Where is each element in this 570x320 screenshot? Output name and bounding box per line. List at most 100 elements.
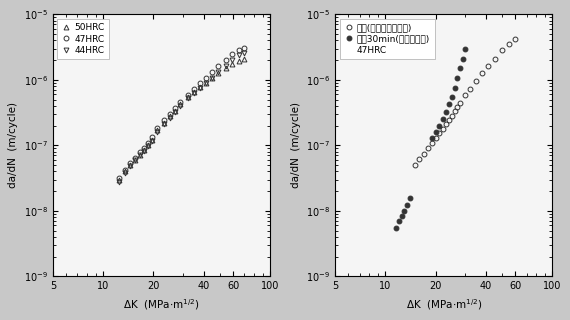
Line: 47HRC: 47HRC: [117, 45, 247, 180]
44HRC: [202, 82, 209, 85]
44HRC: [222, 64, 229, 68]
44HRC: [197, 86, 203, 90]
44HRC: [184, 97, 191, 100]
47HRC: [160, 118, 167, 122]
油冷(マルテンサイト): [425, 147, 431, 150]
50HRC: [140, 148, 147, 152]
44HRC: [116, 180, 123, 183]
半冷30min(ベイナイト): [451, 86, 458, 90]
50HRC: [166, 114, 173, 118]
47HRC: [202, 76, 209, 80]
44HRC: [153, 130, 160, 134]
油冷(マルテンサイト): [491, 57, 498, 60]
Legend: 油冷(マルテンサイト), 半冷30min(ベイナイト), 47HRC: 油冷(マルテンサイト), 半冷30min(ベイナイト), 47HRC: [340, 19, 434, 59]
47HRC: [144, 141, 151, 145]
X-axis label: $\Delta$K  (MPa$\cdot$m$^{1/2}$): $\Delta$K (MPa$\cdot$m$^{1/2}$): [406, 297, 482, 312]
50HRC: [222, 66, 229, 70]
44HRC: [160, 122, 167, 126]
油冷(マルテンサイト): [506, 42, 512, 46]
Y-axis label: da/dN  (m/cycle): da/dN (m/cycle): [291, 102, 300, 188]
47HRC: [132, 156, 139, 160]
44HRC: [166, 116, 173, 119]
47HRC: [140, 146, 147, 150]
44HRC: [229, 58, 235, 62]
44HRC: [132, 158, 139, 162]
油冷(マルテンサイト): [436, 132, 443, 135]
半冷30min(ベイナイト): [454, 76, 461, 80]
Line: 44HRC: 44HRC: [117, 50, 247, 184]
47HRC: [172, 106, 178, 110]
50HRC: [177, 103, 184, 107]
50HRC: [121, 170, 128, 173]
50HRC: [136, 153, 143, 156]
油冷(マルテンサイト): [429, 141, 435, 145]
44HRC: [121, 171, 128, 175]
47HRC: [197, 82, 203, 85]
半冷30min(ベイナイト): [398, 214, 405, 218]
油冷(マルテンサイト): [466, 87, 473, 91]
47HRC: [190, 87, 197, 91]
半冷30min(ベイナイト): [406, 196, 413, 199]
半冷30min(ベイナイト): [436, 124, 443, 128]
半冷30min(ベイナイト): [446, 103, 453, 107]
44HRC: [136, 154, 143, 157]
50HRC: [172, 108, 178, 112]
44HRC: [235, 53, 242, 57]
50HRC: [209, 76, 215, 80]
47HRC: [241, 46, 248, 50]
油冷(マルテンサイト): [416, 157, 423, 161]
50HRC: [241, 57, 248, 60]
50HRC: [184, 95, 191, 99]
44HRC: [241, 51, 248, 54]
油冷(マルテンサイト): [446, 118, 453, 122]
油冷(マルテンサイト): [512, 37, 519, 41]
半冷30min(ベイナイト): [462, 48, 469, 52]
47HRC: [229, 52, 235, 56]
47HRC: [222, 58, 229, 62]
47HRC: [127, 162, 133, 165]
油冷(マルテンサイト): [473, 79, 480, 83]
47HRC: [215, 65, 222, 68]
47HRC: [184, 93, 191, 97]
Line: 半冷30min(ベイナイト): 半冷30min(ベイナイト): [393, 47, 467, 230]
半冷30min(ベイナイト): [401, 209, 408, 213]
半冷30min(ベイナイト): [404, 203, 410, 206]
油冷(マルテンサイト): [442, 122, 449, 126]
油冷(マルテンサイト): [454, 105, 461, 109]
半冷30min(ベイナイト): [459, 57, 466, 60]
50HRC: [148, 138, 155, 142]
半冷30min(ベイナイト): [429, 136, 435, 140]
50HRC: [229, 62, 235, 66]
油冷(マルテンサイト): [462, 93, 469, 97]
半冷30min(ベイナイト): [442, 110, 449, 114]
油冷(マルテンサイト): [451, 109, 458, 113]
50HRC: [190, 90, 197, 94]
50HRC: [215, 71, 222, 75]
油冷(マルテンサイト): [439, 127, 446, 131]
Line: 50HRC: 50HRC: [117, 56, 247, 182]
半冷30min(ベイナイト): [449, 95, 455, 99]
半冷30min(ベイナイト): [395, 219, 402, 223]
44HRC: [140, 149, 147, 153]
47HRC: [121, 168, 128, 172]
油冷(マルテンサイト): [421, 152, 428, 156]
50HRC: [235, 59, 242, 63]
50HRC: [202, 81, 209, 85]
50HRC: [127, 163, 133, 167]
47HRC: [136, 150, 143, 154]
油冷(マルテンサイト): [457, 101, 463, 105]
油冷(マルテンサイト): [499, 49, 506, 52]
50HRC: [116, 178, 123, 181]
44HRC: [148, 139, 155, 142]
44HRC: [177, 104, 184, 108]
44HRC: [127, 164, 133, 168]
44HRC: [172, 110, 178, 114]
50HRC: [160, 121, 167, 125]
47HRC: [148, 135, 155, 139]
50HRC: [144, 143, 151, 147]
47HRC: [166, 112, 173, 116]
油冷(マルテンサイト): [432, 136, 439, 140]
油冷(マルテンサイト): [449, 114, 455, 117]
半冷30min(ベイナイト): [439, 117, 446, 121]
半冷30min(ベイナイト): [457, 66, 463, 70]
